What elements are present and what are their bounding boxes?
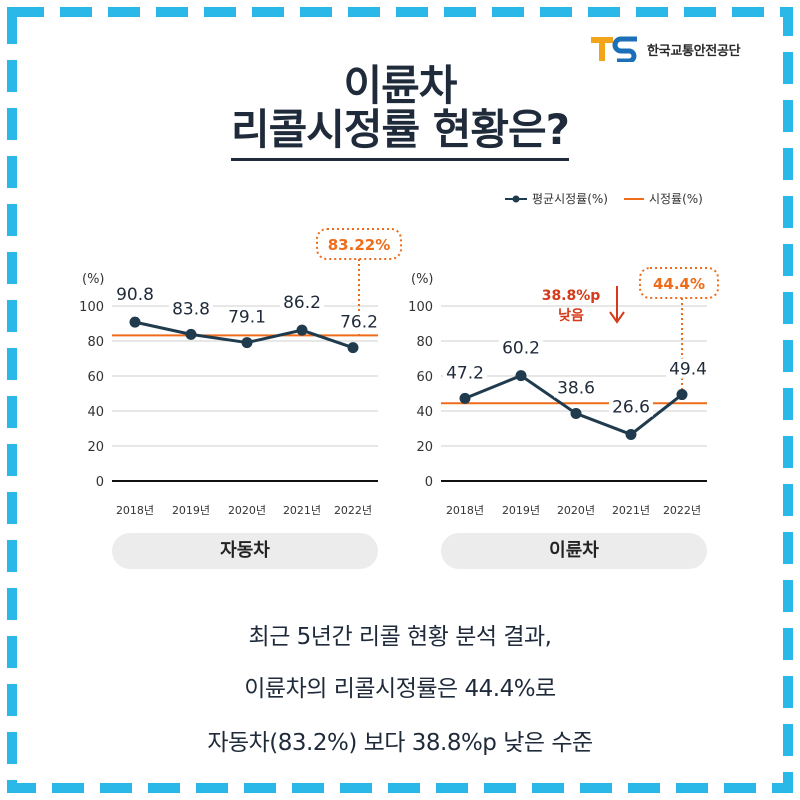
data-label: 49.4 [669, 360, 707, 380]
data-label-bg [554, 377, 598, 398]
down-arrowhead-icon [609, 311, 625, 324]
callout-value: 83.22% [328, 236, 390, 254]
y-tick-label: 100 [408, 300, 433, 315]
data-label: 38.6 [557, 378, 595, 398]
data-label-bg [113, 284, 157, 305]
chart-legend: 평균시정률(%) 시정률(%) [505, 190, 703, 207]
data-point [241, 337, 253, 349]
callout-box [316, 228, 402, 260]
difference-note-value: 38.8%p [542, 288, 601, 304]
x-tick-label: 2019년 [172, 504, 210, 517]
x-tick-label: 2020년 [557, 504, 595, 517]
callout-value: 44.4% [653, 275, 705, 293]
data-point [676, 389, 688, 401]
x-tick-label: 2018년 [116, 504, 154, 517]
y-tick-label: 40 [87, 405, 104, 420]
data-point [625, 428, 637, 440]
chart-label-car: 자동차 [112, 533, 378, 569]
data-point [185, 328, 197, 340]
callout-box [639, 267, 719, 299]
data-label: 79.1 [228, 308, 266, 328]
data-label: 83.8 [172, 299, 210, 319]
logo: 한국교통안전공단 [591, 36, 741, 62]
legend-label-average: 평균시정률(%) [532, 192, 608, 206]
x-tick-label: 2018년 [446, 504, 484, 517]
y-tick-label: 20 [87, 440, 104, 455]
data-label-bg [337, 311, 381, 332]
x-tick-label: 2022년 [663, 504, 701, 517]
summary-line2: 이륜차의 리콜시정률은 44.4%로 [244, 676, 556, 702]
page-title-line2: 리콜시정률 현황은? [0, 104, 800, 161]
data-label: 76.2 [340, 313, 378, 333]
legend-line-dot-icon [505, 195, 527, 202]
legend-line-icon [623, 197, 644, 200]
y-tick-label: 80 [87, 335, 104, 350]
y-tick-label: 0 [96, 475, 104, 490]
summary-line3: 자동차(83.2%) 보다 38.8%p 낮은 수준 [207, 730, 593, 756]
summary-line1: 최근 5년간 리콜 현황 분석 결과, [248, 624, 552, 650]
legend-label-rate: 시정률(%) [648, 192, 703, 206]
data-label-bg [609, 396, 653, 417]
data-point [296, 324, 308, 336]
logo-text: 한국교통안전공단 [647, 43, 741, 59]
x-tick-label: 2021년 [612, 504, 650, 517]
legend-item-rate: 시정률(%) [623, 190, 703, 207]
data-point [347, 342, 359, 354]
data-label-bg [280, 292, 324, 313]
x-tick-label: 2020년 [228, 504, 266, 517]
data-label-bg [225, 306, 269, 327]
y-axis-unit-label: (%) [411, 272, 434, 287]
x-tick-label: 2021년 [283, 504, 321, 517]
y-tick-label: 0 [425, 475, 433, 490]
data-label: 86.2 [283, 293, 321, 313]
data-label-bg [666, 358, 710, 379]
data-label: 60.2 [502, 339, 540, 359]
page-title-line1: 이륜차 [343, 61, 458, 110]
data-point [515, 370, 527, 382]
data-point [570, 407, 582, 419]
x-tick-label: 2022년 [334, 504, 372, 517]
y-tick-label: 80 [416, 335, 433, 350]
data-label-bg [443, 362, 487, 383]
data-point [129, 316, 141, 328]
y-tick-label: 40 [416, 405, 433, 420]
data-label: 47.2 [446, 363, 484, 383]
ts-logo-icon [591, 36, 637, 62]
chart-label-motorcycle: 이륜차 [441, 533, 707, 569]
difference-note-label: 낮음 [558, 308, 584, 324]
y-tick-label: 20 [416, 440, 433, 455]
legend-item-average: 평균시정률(%) [505, 190, 608, 207]
data-label-bg [169, 298, 213, 319]
y-tick-label: 60 [416, 370, 433, 385]
data-label-bg [499, 337, 543, 358]
y-tick-label: 100 [79, 300, 104, 315]
y-axis-unit-label: (%) [82, 272, 105, 287]
x-tick-label: 2019년 [502, 504, 540, 517]
data-point [459, 392, 471, 404]
data-label: 90.8 [116, 285, 154, 305]
data-label: 26.6 [612, 397, 650, 417]
y-tick-label: 60 [87, 370, 104, 385]
